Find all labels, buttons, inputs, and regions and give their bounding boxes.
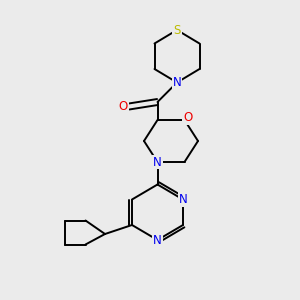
- Text: S: S: [173, 23, 181, 37]
- Text: O: O: [183, 111, 192, 124]
- Text: N: N: [178, 193, 188, 206]
- Text: N: N: [153, 155, 162, 169]
- Text: O: O: [118, 100, 127, 113]
- Text: N: N: [172, 76, 182, 89]
- Text: N: N: [153, 233, 162, 247]
